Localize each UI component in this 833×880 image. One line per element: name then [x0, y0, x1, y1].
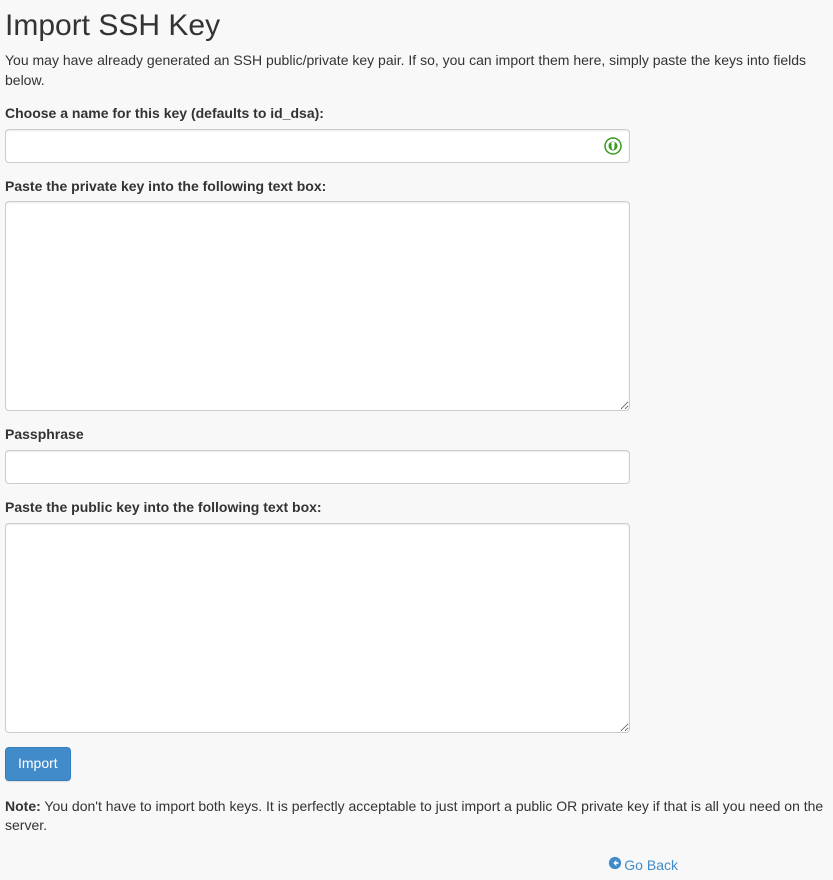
arrow-left-circle-icon	[608, 856, 622, 876]
key-name-label: Choose a name for this key (defaults to …	[5, 104, 630, 124]
password-manager-icon[interactable]	[604, 137, 622, 155]
page-subtitle: You may have already generated an SSH pu…	[5, 51, 828, 90]
public-key-label: Paste the public key into the following …	[5, 498, 630, 518]
note-body: You don't have to import both keys. It i…	[5, 798, 823, 834]
go-back-link[interactable]: Go Back	[608, 856, 678, 876]
note-text: Note: You don't have to import both keys…	[5, 797, 828, 836]
private-key-input[interactable]	[5, 201, 630, 411]
key-name-input[interactable]	[5, 129, 630, 163]
import-button[interactable]: Import	[5, 747, 71, 781]
page-title: Import SSH Key	[5, 5, 828, 47]
public-key-input[interactable]	[5, 523, 630, 733]
note-prefix: Note:	[5, 798, 41, 814]
passphrase-label: Passphrase	[5, 425, 630, 445]
go-back-label: Go Back	[624, 856, 678, 876]
private-key-label: Paste the private key into the following…	[5, 177, 630, 197]
passphrase-input[interactable]	[5, 450, 630, 484]
